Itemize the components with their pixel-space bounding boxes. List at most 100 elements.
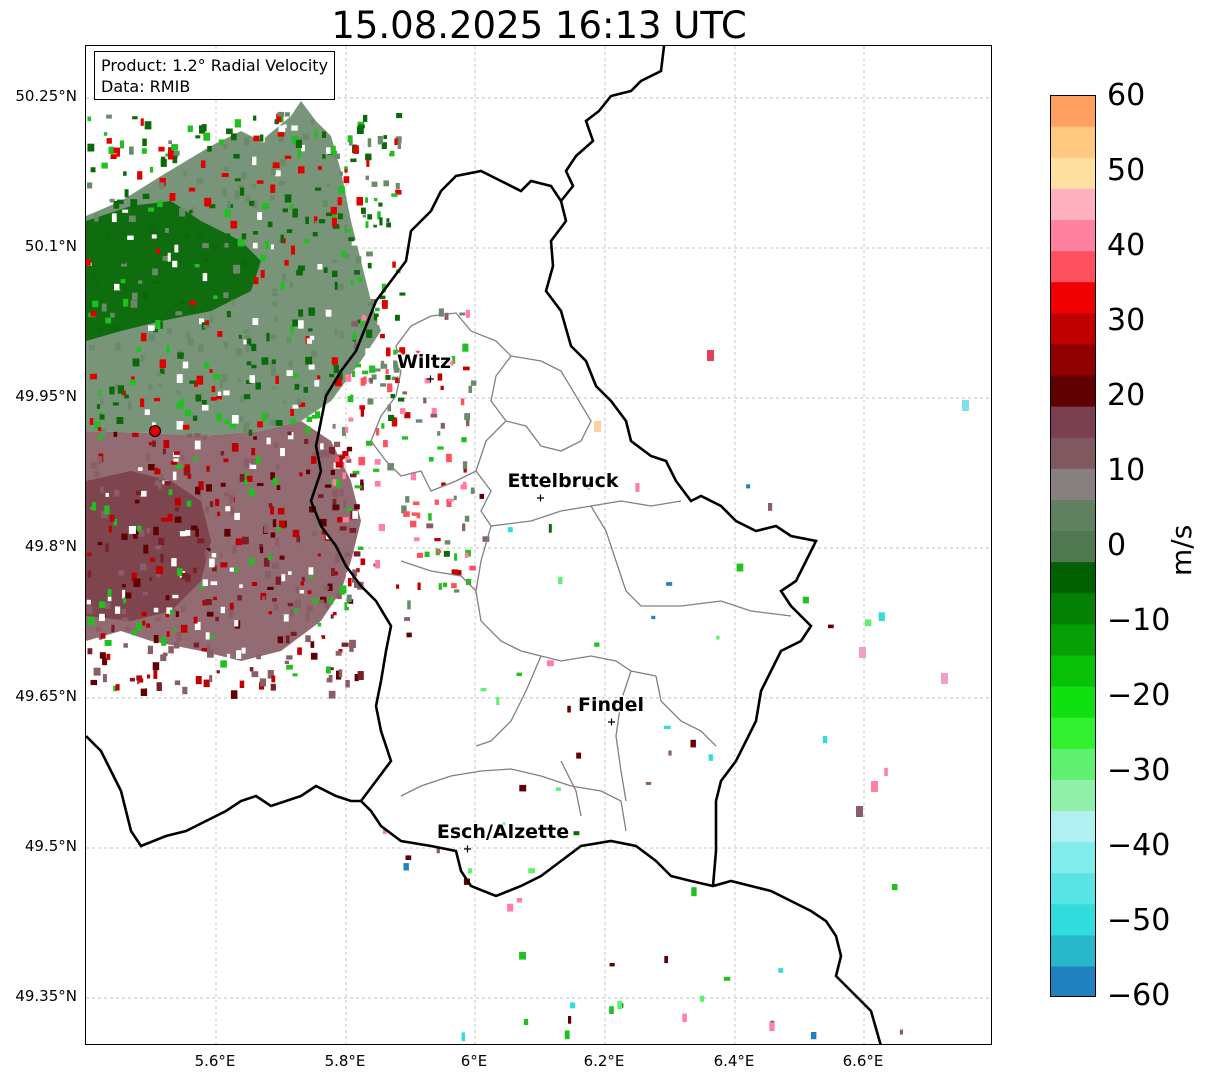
velocity-pixel	[187, 337, 194, 346]
velocity-pixel	[282, 208, 288, 213]
colorbar-segment	[1050, 219, 1096, 252]
velocity-pixel	[365, 175, 369, 180]
velocity-pixel	[144, 644, 148, 653]
velocity-pixel	[412, 501, 420, 506]
velocity-pixel	[153, 327, 158, 333]
velocity-pixel	[198, 231, 202, 237]
velocity-pixel	[386, 222, 391, 228]
velocity-pixel	[146, 453, 150, 461]
velocity-pixel	[92, 300, 99, 308]
velocity-pixel	[355, 363, 361, 368]
velocity-pixel	[165, 228, 169, 233]
velocity-pixel	[266, 332, 270, 342]
velocity-pixel	[360, 558, 366, 566]
velocity-pixel	[360, 483, 364, 491]
velocity-pixel	[155, 467, 159, 474]
velocity-pixel	[352, 624, 358, 633]
velocity-pixel	[256, 180, 264, 184]
velocity-pixel	[878, 612, 885, 622]
colorbar-segment	[1050, 903, 1096, 936]
velocity-pixel	[366, 159, 370, 167]
velocity-pixel	[344, 166, 348, 172]
velocity-pixel	[291, 245, 295, 255]
velocity-pixel	[609, 962, 615, 967]
velocity-pixel	[244, 479, 248, 486]
velocity-pixel	[184, 409, 192, 417]
velocity-pixel	[223, 390, 230, 396]
velocity-pixel	[465, 578, 472, 586]
velocity-pixel	[171, 144, 179, 151]
velocity-pixel	[379, 217, 383, 226]
velocity-pixel	[417, 582, 421, 591]
velocity-pixel	[259, 134, 264, 142]
colorbar-tick-label: 50	[1107, 153, 1146, 188]
velocity-pixel	[501, 822, 506, 826]
velocity-pixel	[139, 563, 147, 571]
velocity-pixel	[247, 338, 252, 347]
velocity-pixel	[140, 332, 147, 342]
velocity-pixel	[364, 197, 369, 203]
velocity-pixel	[375, 559, 381, 569]
velocity-pixel	[209, 675, 213, 683]
velocity-pixel	[152, 662, 160, 671]
velocity-pixel	[196, 375, 204, 385]
velocity-pixel	[129, 121, 136, 130]
velocity-pixel	[86, 277, 91, 283]
velocity-pixel	[171, 154, 178, 158]
velocity-pixel	[271, 166, 276, 175]
velocity-pixel	[109, 515, 115, 522]
velocity-pixel	[132, 116, 138, 120]
velocity-pixel	[157, 200, 163, 207]
velocity-pixel	[289, 204, 294, 209]
velocity-pixel	[177, 352, 184, 359]
velocity-pixel	[339, 171, 343, 176]
velocity-pixel	[204, 197, 212, 207]
velocity-pixel	[272, 288, 278, 292]
velocity-pixel	[310, 119, 315, 126]
velocity-pixel	[519, 951, 526, 960]
colorbar-segment	[1050, 748, 1096, 780]
velocity-pixel	[464, 413, 471, 421]
velocity-pixel	[270, 683, 276, 691]
velocity-pixel	[89, 418, 94, 425]
colorbar-segment	[1050, 312, 1096, 345]
velocity-pixel	[338, 649, 343, 653]
velocity-pixel	[149, 557, 156, 562]
velocity-pixel	[393, 360, 400, 369]
velocity-pixel	[367, 138, 372, 148]
velocity-pixel	[119, 283, 126, 290]
velocity-pixel	[175, 464, 183, 469]
velocity-pixel	[528, 868, 536, 874]
colorbar-segment	[1050, 965, 1096, 997]
velocity-pixel	[189, 300, 197, 306]
velocity-pixel	[111, 624, 115, 633]
lon-tick-label: 6.4°E	[713, 1052, 755, 1070]
velocity-pixel	[286, 337, 291, 344]
velocity-pixel	[87, 182, 93, 189]
velocity-pixel	[283, 520, 287, 528]
velocity-pixel	[338, 213, 343, 220]
velocity-pixel	[266, 437, 271, 445]
velocity-pixel	[319, 599, 325, 605]
velocity-pixel	[328, 447, 336, 455]
velocity-pixel	[281, 574, 286, 582]
velocity-pixel	[594, 642, 600, 647]
velocity-pixel	[292, 608, 298, 613]
velocity-pixel	[378, 202, 383, 207]
velocity-pixel	[470, 487, 475, 494]
velocity-pixel	[303, 133, 310, 140]
velocity-pixel	[114, 283, 121, 291]
velocity-pixel	[383, 440, 388, 448]
velocity-pixel	[310, 641, 315, 648]
velocity-pixel	[113, 147, 121, 154]
velocity-pixel	[158, 146, 165, 152]
velocity-pixel	[309, 575, 313, 579]
velocity-pixel	[223, 167, 229, 172]
velocity-pixel	[148, 334, 155, 341]
velocity-pixel	[234, 566, 238, 573]
velocity-pixel	[156, 248, 160, 254]
velocity-pixel	[564, 1030, 570, 1040]
velocity-pixel	[246, 361, 252, 366]
velocity-pixel	[164, 481, 171, 486]
velocity-pixel	[120, 260, 127, 264]
